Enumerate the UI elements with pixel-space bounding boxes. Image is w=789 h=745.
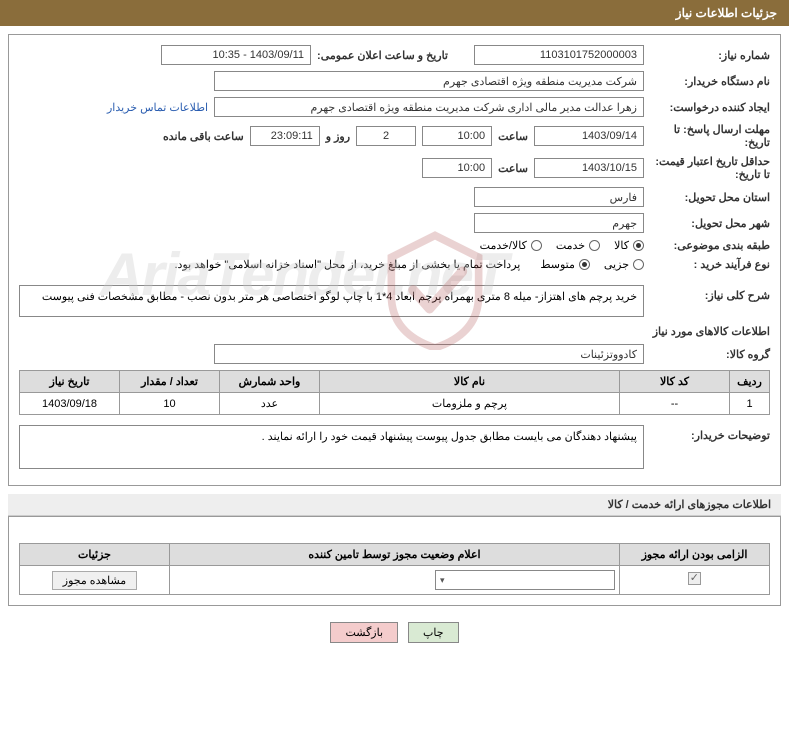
license-panel: الزامی بودن ارائه مجوز اعلام وضعیت مجوز …	[8, 516, 781, 606]
remaining-days-label: روز و	[326, 130, 350, 143]
desc-label: شرح کلی نیاز:	[650, 285, 770, 302]
remaining-time-field: 23:09:11	[250, 126, 320, 146]
chevron-down-icon: ▾	[440, 575, 445, 586]
process-label: نوع فرآیند خرید :	[650, 258, 770, 271]
deadline-date-field: 1403/09/14	[534, 126, 644, 146]
radio-service[interactable]	[589, 240, 600, 251]
deadline-label: مهلت ارسال پاسخ: تا تاریخ:	[650, 123, 770, 149]
buyer-notes-label: توضیحات خریدار:	[650, 425, 770, 442]
requester-label: ایجاد کننده درخواست:	[650, 101, 770, 114]
license-table: الزامی بودن ارائه مجوز اعلام وضعیت مجوز …	[19, 543, 770, 595]
need-number-field: 1103101752000003	[474, 45, 644, 65]
th-unit: واحد شمارش	[220, 371, 320, 393]
th-qty: تعداد / مقدار	[120, 371, 220, 393]
back-button[interactable]: بازگشت	[330, 622, 398, 643]
group-label: گروه کالا:	[650, 348, 770, 361]
process-radio-group: جزیی متوسط	[540, 258, 644, 271]
deadline-time-field: 10:00	[422, 126, 492, 146]
buyer-org-label: نام دستگاه خریدار:	[650, 75, 770, 88]
valid-label: حداقل تاریخ اعتبار قیمت: تا تاریخ:	[650, 155, 770, 181]
th-status: اعلام وضعیت مجوز توسط تامین کننده	[170, 544, 620, 566]
table-row: 1 -- پرچم و ملزومات عدد 10 1403/09/18	[20, 393, 770, 415]
remaining-days-field: 2	[356, 126, 416, 146]
announce-label: تاریخ و ساعت اعلان عمومی:	[317, 49, 448, 62]
status-select[interactable]: ▾	[435, 570, 615, 590]
button-row: چاپ بازگشت	[0, 614, 789, 651]
remaining-suffix: ساعت باقی مانده	[163, 130, 244, 143]
category-radio-group: کالا خدمت کالا/خدمت	[480, 239, 644, 252]
print-button[interactable]: چاپ	[408, 622, 459, 643]
desc-field: خرید پرچم های اهتزاز- میله 8 متری بهمراه…	[19, 285, 644, 317]
time-label-2: ساعت	[498, 162, 528, 175]
mandatory-checkbox	[688, 572, 701, 585]
th-row: ردیف	[730, 371, 770, 393]
category-label: طبقه بندی موضوعی:	[650, 239, 770, 252]
announce-field: 1403/09/11 - 10:35	[161, 45, 311, 65]
province-label: استان محل تحویل:	[650, 191, 770, 204]
buyer-org-field: شرکت مدیریت منطقه ویژه اقتصادی جهرم	[214, 71, 644, 91]
radio-partial[interactable]	[633, 259, 644, 270]
requester-field: زهرا عدالت مدیر مالی اداری شرکت مدیریت م…	[214, 97, 644, 117]
buyer-contact-link[interactable]: اطلاعات تماس خریدار	[107, 101, 208, 114]
view-license-link[interactable]: مشاهده مجوز	[52, 571, 137, 590]
th-name: نام کالا	[320, 371, 620, 393]
province-field: فارس	[474, 187, 644, 207]
th-date: تاریخ نیاز	[20, 371, 120, 393]
valid-time-field: 10:00	[422, 158, 492, 178]
buyer-notes-field: پیشنهاد دهندگان می بایست مطابق جدول پیوس…	[19, 425, 644, 469]
valid-date-field: 1403/10/15	[534, 158, 644, 178]
table-row: ▾ مشاهده مجوز	[20, 566, 770, 595]
group-field: کادووتزئینات	[214, 344, 644, 364]
license-header: اطلاعات مجوزهای ارائه خدمت / کالا	[8, 494, 781, 516]
need-number-label: شماره نیاز:	[650, 49, 770, 62]
main-panel: شماره نیاز: 1103101752000003 تاریخ و ساع…	[8, 34, 781, 486]
radio-medium[interactable]	[579, 259, 590, 270]
time-label-1: ساعت	[498, 130, 528, 143]
th-code: کد کالا	[620, 371, 730, 393]
page-header: جزئیات اطلاعات نیاز	[0, 0, 789, 26]
process-note: پرداخت تمام یا بخشی از مبلغ خرید، از محل…	[175, 258, 521, 271]
radio-both[interactable]	[531, 240, 542, 251]
th-details: جزئیات	[20, 544, 170, 566]
radio-goods[interactable]	[633, 240, 644, 251]
th-mandatory: الزامی بودن ارائه مجوز	[620, 544, 770, 566]
city-field: جهرم	[474, 213, 644, 233]
goods-table: ردیف کد کالا نام کالا واحد شمارش تعداد /…	[19, 370, 770, 415]
goods-info-label: اطلاعات کالاهای مورد نیاز	[19, 325, 770, 338]
city-label: شهر محل تحویل:	[650, 217, 770, 230]
